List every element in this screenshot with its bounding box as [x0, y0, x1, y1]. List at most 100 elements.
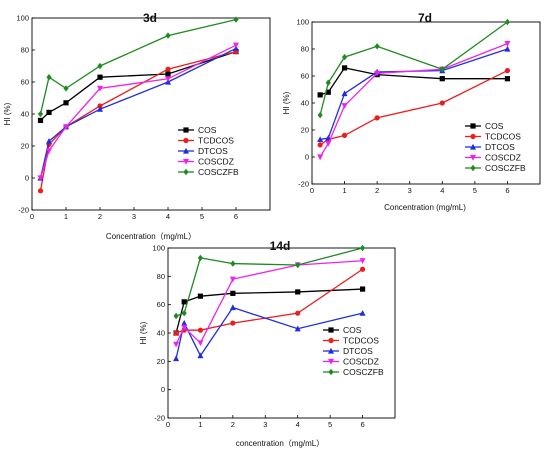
data-point: [325, 140, 332, 147]
series-dtcos: [37, 45, 239, 181]
data-point: [197, 327, 204, 333]
legend-item-coscdz: COSCDZ: [178, 157, 234, 167]
x-tick-label: 4: [440, 186, 444, 195]
legend-marker: [183, 158, 189, 165]
data-point: [37, 117, 44, 123]
legend-label: DTCOS: [485, 142, 515, 152]
data-point: [294, 325, 301, 332]
legend-item-cosczfb: COSCZFB: [323, 367, 384, 377]
data-point: [229, 276, 236, 283]
chart-title: 14d: [270, 239, 291, 253]
legend-item-cos: COS: [178, 125, 217, 135]
x-tick-label: 6: [234, 212, 238, 221]
data-point: [230, 320, 236, 326]
legend-label: COSCZFB: [343, 367, 384, 377]
data-point: [197, 352, 204, 359]
x-tick-label: 0: [310, 186, 314, 195]
data-point: [197, 293, 204, 299]
legend-marker: [183, 127, 189, 133]
data-point: [341, 132, 348, 138]
data-point: [359, 286, 366, 292]
legend-label: COS: [343, 325, 362, 335]
data-point: [374, 43, 380, 50]
data-point: [165, 66, 171, 72]
x-tick-label: 4: [166, 212, 170, 221]
data-point: [229, 304, 236, 311]
data-point: [341, 103, 348, 109]
series-line: [39, 44, 237, 179]
y-tick-label: 40: [301, 99, 309, 108]
y-axis-label: HI (%): [139, 321, 148, 344]
legend-marker: [470, 154, 476, 161]
legend-marker: [183, 168, 189, 176]
data-point: [197, 254, 204, 262]
data-point: [230, 290, 236, 296]
x-tick-label: 1: [64, 212, 68, 221]
x-axis-label: Concentration (mg/mL): [384, 203, 466, 212]
data-point: [295, 261, 301, 269]
y-tick-label: 100: [296, 18, 309, 27]
y-tick-label: 80: [301, 45, 309, 54]
chart-title: 7d: [418, 11, 432, 25]
y-tick-label: 100: [152, 244, 165, 253]
data-point: [97, 74, 103, 80]
series-tcdcos: [317, 68, 511, 148]
legend-marker: [328, 347, 334, 354]
data-point: [359, 244, 366, 252]
legend-label: COSCDZ: [485, 153, 521, 163]
y-tick-label: 20: [21, 142, 29, 151]
legend-item-cosczfb: COSCZFB: [178, 167, 239, 177]
data-point: [295, 289, 301, 295]
legend-item-dtcos: DTCOS: [178, 146, 228, 156]
data-point: [97, 62, 103, 70]
series-dtcos: [173, 304, 366, 362]
legend-item-tcdcos: TCDCOS: [178, 136, 234, 146]
data-point: [165, 76, 171, 82]
series-line: [39, 47, 237, 179]
data-point: [317, 136, 324, 143]
x-tick-label: 3: [408, 186, 412, 195]
y-tick-label: 20: [157, 357, 165, 366]
x-tick-label: 1: [198, 420, 202, 429]
series-line: [39, 18, 237, 115]
legend-marker: [328, 337, 334, 344]
data-point: [341, 65, 348, 71]
series-cosczfb: [317, 18, 511, 119]
series-cos: [173, 286, 366, 336]
data-point: [181, 319, 188, 326]
x-tick-label: 2: [231, 420, 235, 429]
series-line: [175, 288, 363, 334]
series-cosczfb: [173, 244, 366, 320]
legend-marker: [183, 147, 189, 154]
data-point: [317, 142, 323, 148]
data-point: [37, 110, 44, 118]
data-point: [173, 312, 179, 320]
legend-item-dtcos: DTCOS: [465, 142, 515, 152]
legend-item-cosczfb: COSCZFB: [465, 163, 526, 173]
data-point: [173, 330, 179, 336]
y-tick-label: 40: [157, 329, 165, 338]
y-tick-label: 60: [157, 300, 165, 309]
legend-marker: [328, 327, 334, 333]
data-point: [359, 309, 366, 316]
data-point: [325, 89, 331, 95]
series-line: [319, 42, 508, 158]
data-point: [181, 309, 187, 317]
legend-marker: [470, 164, 476, 172]
x-tick-label: 1: [342, 186, 346, 195]
data-point: [439, 100, 445, 106]
data-point: [341, 90, 348, 97]
x-tick-label: 3: [263, 420, 267, 429]
series-coscdz: [37, 42, 239, 182]
data-point: [233, 42, 239, 49]
legend-marker: [328, 368, 334, 376]
data-point: [504, 41, 511, 47]
series-cosczfb: [37, 16, 239, 118]
data-point: [233, 16, 239, 23]
data-point: [295, 310, 301, 316]
series-line: [175, 247, 363, 317]
x-tick-label: 2: [375, 186, 379, 195]
